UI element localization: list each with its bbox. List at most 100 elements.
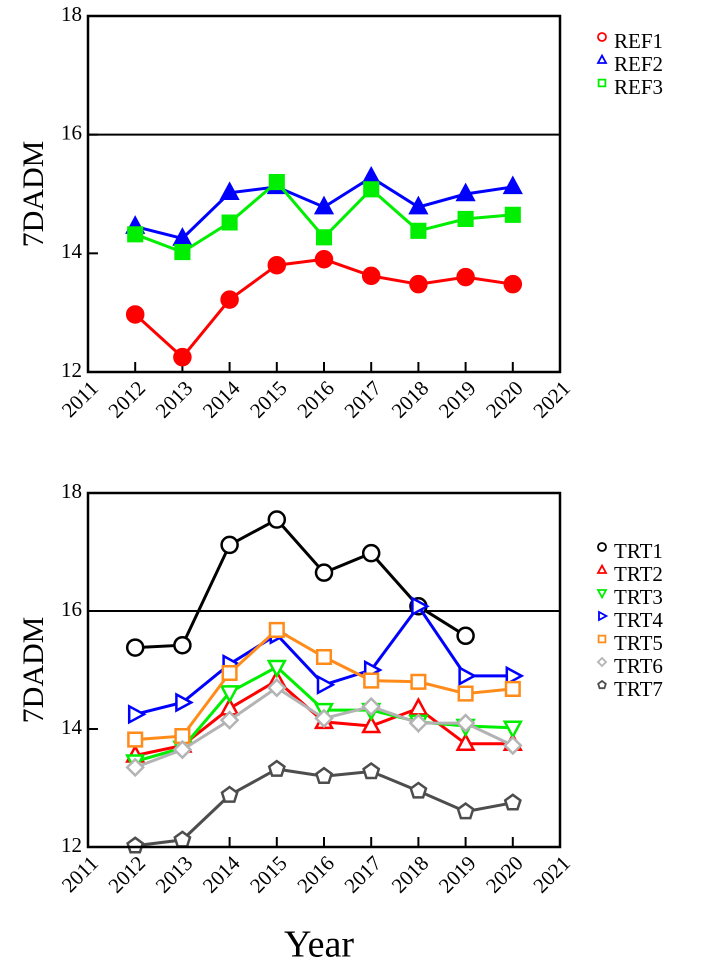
x-tick-label: 2014: [198, 851, 245, 898]
x-tick-label: 2014: [198, 376, 245, 423]
marker: [314, 563, 334, 582]
marker: [174, 244, 191, 261]
marker: [411, 596, 430, 617]
marker: [455, 732, 476, 752]
x-tick-label: 2015: [245, 376, 292, 423]
x-tick-label: 2011: [57, 851, 103, 897]
y-tick-label: 18: [61, 2, 82, 26]
marker: [409, 781, 428, 799]
x-axis-label: Year: [284, 924, 354, 966]
y-tick-label: 12: [61, 358, 82, 382]
marker: [125, 638, 145, 657]
marker: [267, 677, 287, 698]
marker: [361, 714, 382, 734]
marker: [175, 692, 194, 713]
marker: [126, 836, 145, 854]
marker: [173, 347, 192, 367]
marker: [410, 222, 427, 239]
marker: [503, 793, 522, 811]
marker: [314, 250, 334, 269]
x-tick-label: 2012: [103, 851, 150, 898]
x-tick-label: 2020: [481, 851, 528, 898]
marker: [314, 766, 334, 784]
marker: [363, 181, 380, 198]
legend-marker: [596, 53, 608, 64]
marker: [361, 165, 382, 185]
marker: [505, 665, 525, 686]
legend-label: TRT3: [614, 585, 663, 609]
y-tick-label: 16: [61, 597, 82, 621]
marker: [361, 544, 381, 563]
marker: [219, 710, 240, 730]
marker: [220, 785, 239, 803]
marker: [361, 696, 381, 717]
plot-frame: [86, 491, 562, 849]
legend-marker: [597, 679, 607, 690]
x-tick-label: 2017: [339, 851, 386, 898]
marker: [173, 636, 192, 655]
marker: [455, 713, 476, 733]
marker: [409, 275, 428, 294]
marker: [457, 685, 474, 702]
marker: [267, 256, 287, 275]
y-tick-label: 14: [61, 239, 83, 263]
x-tick-label: 2021: [528, 376, 575, 423]
legend-marker: [598, 610, 609, 622]
legend-label: TRT1: [614, 539, 663, 563]
marker: [408, 696, 429, 716]
y-axis-label: 7DADM: [17, 141, 50, 248]
marker: [456, 267, 475, 287]
marker: [456, 802, 475, 820]
marker: [408, 713, 429, 733]
x-tick-label: 2018: [387, 376, 434, 423]
marker: [268, 174, 285, 191]
legend-label: REF3: [614, 75, 663, 99]
x-tick-label: 2016: [292, 851, 339, 898]
marker: [456, 626, 475, 645]
marker: [315, 229, 333, 246]
x-tick-label: 2018: [387, 851, 434, 898]
marker: [408, 195, 429, 215]
marker: [266, 659, 287, 679]
marker: [219, 685, 240, 704]
legend-label: TRT2: [614, 562, 663, 586]
x-tick-label: 2017: [339, 376, 386, 423]
marker: [267, 759, 286, 777]
marker: [410, 673, 427, 690]
marker: [315, 648, 333, 666]
x-tick-label: 2016: [292, 376, 339, 423]
x-tick-label: 2019: [434, 851, 481, 898]
legend-label: TRT5: [614, 631, 663, 655]
y-tick-label: 12: [61, 833, 82, 857]
y-axis-label: 7DADM: [17, 617, 50, 724]
marker: [504, 680, 521, 697]
x-tick-label: 2011: [57, 376, 103, 422]
marker: [316, 674, 336, 695]
x-tick-label: 2019: [434, 376, 481, 423]
marker: [502, 175, 523, 195]
legend-label: TRT4: [614, 608, 663, 632]
legend-marker: [596, 589, 608, 600]
marker: [219, 181, 240, 201]
legend-label: REF1: [614, 29, 663, 53]
x-tick-label: 2020: [481, 376, 528, 423]
legend-marker: [597, 78, 607, 88]
marker: [363, 672, 380, 689]
marker: [503, 735, 523, 756]
y-tick-label: 18: [61, 479, 82, 503]
marker: [267, 510, 287, 529]
marker: [503, 275, 523, 294]
marker: [174, 728, 191, 745]
marker: [127, 226, 144, 243]
marker: [125, 757, 145, 778]
marker: [457, 210, 474, 227]
legend-label: TRT6: [614, 654, 663, 678]
marker: [127, 731, 144, 748]
x-tick-label: 2015: [245, 851, 292, 898]
marker: [220, 535, 239, 555]
marker: [313, 195, 335, 215]
marker: [458, 665, 478, 686]
series-line: [134, 257, 514, 360]
legend-label: REF2: [614, 52, 663, 76]
